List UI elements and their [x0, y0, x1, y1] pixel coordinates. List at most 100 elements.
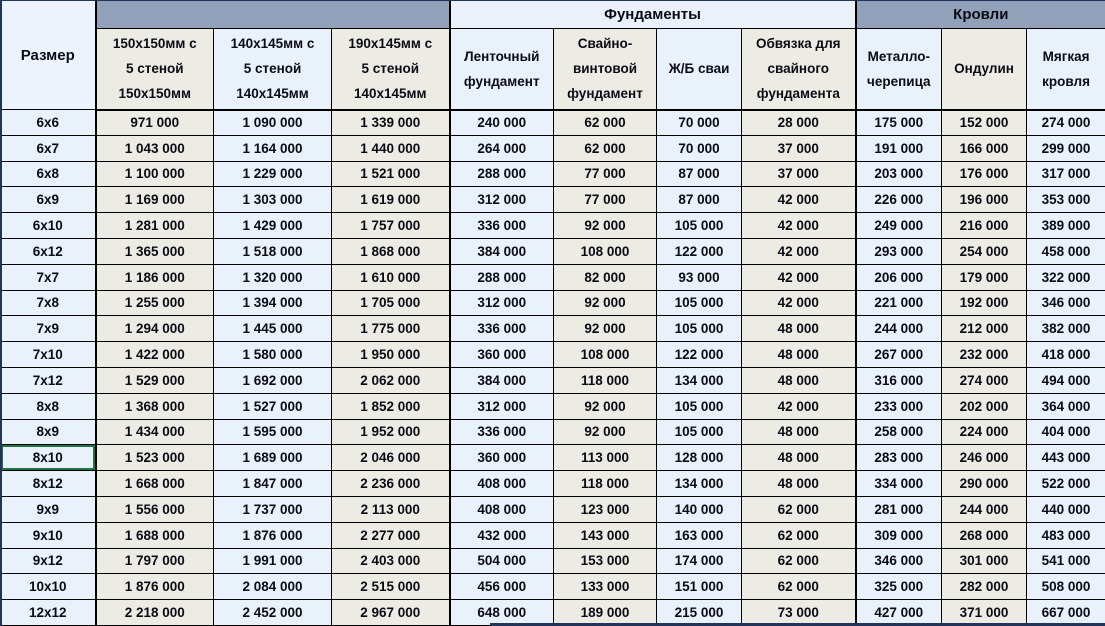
price-cell[interactable]: 299 000	[1026, 134, 1105, 162]
price-cell[interactable]: 288 000	[448, 263, 554, 291]
price-cell[interactable]: 224 000	[941, 418, 1028, 446]
price-cell[interactable]: 175 000	[854, 109, 943, 136]
price-cell[interactable]: 221 000	[854, 289, 943, 317]
size-cell[interactable]: 8x12	[0, 470, 96, 497]
price-cell[interactable]: 1 580 000	[213, 341, 332, 368]
price-cell[interactable]: 483 000	[1026, 521, 1105, 549]
price-cell[interactable]: 494 000	[1026, 366, 1105, 394]
price-cell[interactable]: 301 000	[941, 547, 1028, 575]
price-cell[interactable]: 244 000	[941, 495, 1028, 523]
price-cell[interactable]: 246 000	[941, 444, 1028, 472]
price-cell[interactable]: 334 000	[854, 470, 943, 497]
column-header-wall-150x150[interactable]: 150x150мм с 5 стеной 150x150мм	[94, 28, 214, 111]
price-cell[interactable]: 312 000	[448, 392, 554, 420]
price-cell[interactable]: 153 000	[553, 547, 657, 575]
price-cell[interactable]: 283 000	[854, 444, 943, 472]
price-cell[interactable]: 105 000	[656, 289, 742, 317]
price-cell[interactable]: 122 000	[656, 341, 742, 368]
price-cell[interactable]: 1 688 000	[94, 521, 214, 549]
price-cell[interactable]: 2 967 000	[331, 599, 450, 626]
group-header-roofs[interactable]: Кровли	[854, 0, 1105, 29]
price-cell[interactable]: 70 000	[656, 134, 742, 162]
price-cell[interactable]: 42 000	[740, 212, 857, 239]
price-cell[interactable]: 1 668 000	[94, 470, 214, 497]
price-cell[interactable]: 1 434 000	[94, 418, 214, 446]
price-cell[interactable]: 364 000	[1026, 392, 1105, 420]
price-cell[interactable]: 244 000	[854, 315, 943, 343]
price-cell[interactable]: 48 000	[740, 315, 857, 343]
price-cell[interactable]: 336 000	[448, 315, 554, 343]
column-header-soft-roof[interactable]: Мягкая кровля	[1026, 28, 1105, 111]
size-cell[interactable]: 9x12	[0, 547, 96, 575]
group-header-walls[interactable]	[94, 0, 450, 29]
price-cell[interactable]: 971 000	[94, 109, 214, 136]
price-cell[interactable]: 1 757 000	[331, 212, 450, 239]
price-cell[interactable]: 2 113 000	[331, 495, 450, 523]
price-cell[interactable]: 648 000	[448, 599, 554, 626]
price-cell[interactable]: 1 169 000	[94, 186, 214, 214]
price-cell[interactable]: 254 000	[941, 237, 1028, 265]
price-cell[interactable]: 427 000	[854, 599, 943, 626]
price-cell[interactable]: 432 000	[448, 521, 554, 549]
price-cell[interactable]: 70 000	[656, 109, 742, 136]
price-cell[interactable]: 1 255 000	[94, 289, 214, 317]
price-cell[interactable]: 440 000	[1026, 495, 1105, 523]
size-cell[interactable]: 6x12	[0, 237, 96, 265]
size-column-header[interactable]: Размер	[0, 0, 96, 110]
price-cell[interactable]: 293 000	[854, 237, 943, 265]
price-cell[interactable]: 179 000	[941, 263, 1028, 291]
price-cell[interactable]: 42 000	[740, 237, 857, 265]
price-cell[interactable]: 317 000	[1026, 160, 1105, 188]
price-cell[interactable]: 408 000	[448, 470, 554, 497]
column-header-metal-tile[interactable]: Металло- черепица	[854, 28, 943, 111]
price-cell[interactable]: 1 090 000	[213, 109, 332, 136]
price-cell[interactable]: 105 000	[656, 315, 742, 343]
price-cell[interactable]: 1 619 000	[331, 186, 450, 214]
size-cell[interactable]: 7x7	[0, 263, 96, 291]
price-cell[interactable]: 2 218 000	[94, 599, 214, 626]
price-cell[interactable]: 312 000	[448, 289, 554, 317]
price-cell[interactable]: 105 000	[656, 418, 742, 446]
price-cell[interactable]: 249 000	[854, 212, 943, 239]
price-cell[interactable]: 48 000	[740, 366, 857, 394]
price-cell[interactable]: 1 692 000	[213, 366, 332, 394]
price-cell[interactable]: 1 610 000	[331, 263, 450, 291]
price-cell[interactable]: 62 000	[553, 109, 657, 136]
size-cell[interactable]: 10x10	[0, 573, 96, 601]
price-cell[interactable]: 108 000	[553, 237, 657, 265]
price-cell[interactable]: 92 000	[553, 418, 657, 446]
price-cell[interactable]: 1 521 000	[331, 160, 450, 188]
price-cell[interactable]: 1 229 000	[213, 160, 332, 188]
price-cell[interactable]: 206 000	[854, 263, 943, 291]
size-cell-selected[interactable]: 8x10	[0, 444, 96, 472]
size-cell[interactable]: 6x9	[0, 186, 96, 214]
price-cell[interactable]: 2 452 000	[213, 599, 332, 626]
price-cell[interactable]: 1 876 000	[213, 521, 332, 549]
size-cell[interactable]: 9x10	[0, 521, 96, 549]
price-cell[interactable]: 216 000	[941, 212, 1028, 239]
price-cell[interactable]: 42 000	[740, 263, 857, 291]
price-cell[interactable]: 226 000	[854, 186, 943, 214]
price-cell[interactable]: 2 084 000	[213, 573, 332, 601]
price-cell[interactable]: 174 000	[656, 547, 742, 575]
price-cell[interactable]: 77 000	[553, 186, 657, 214]
size-cell[interactable]: 7x9	[0, 315, 96, 343]
price-cell[interactable]: 312 000	[448, 186, 554, 214]
price-cell[interactable]: 274 000	[941, 366, 1028, 394]
price-cell[interactable]: 2 403 000	[331, 547, 450, 575]
price-cell[interactable]: 309 000	[854, 521, 943, 549]
price-cell[interactable]: 122 000	[656, 237, 742, 265]
price-cell[interactable]: 1 775 000	[331, 315, 450, 343]
price-cell[interactable]: 336 000	[448, 418, 554, 446]
price-cell[interactable]: 1 281 000	[94, 212, 214, 239]
price-cell[interactable]: 268 000	[941, 521, 1028, 549]
column-header-pile-strapping[interactable]: Обвязка для свайного фундамента	[740, 28, 857, 111]
price-cell[interactable]: 134 000	[656, 366, 742, 394]
price-cell[interactable]: 140 000	[656, 495, 742, 523]
group-header-foundations[interactable]: Фундаменты	[448, 0, 857, 29]
price-cell[interactable]: 389 000	[1026, 212, 1105, 239]
price-cell[interactable]: 1 847 000	[213, 470, 332, 497]
price-cell[interactable]: 37 000	[740, 160, 857, 188]
price-cell[interactable]: 1 852 000	[331, 392, 450, 420]
price-cell[interactable]: 1 445 000	[213, 315, 332, 343]
